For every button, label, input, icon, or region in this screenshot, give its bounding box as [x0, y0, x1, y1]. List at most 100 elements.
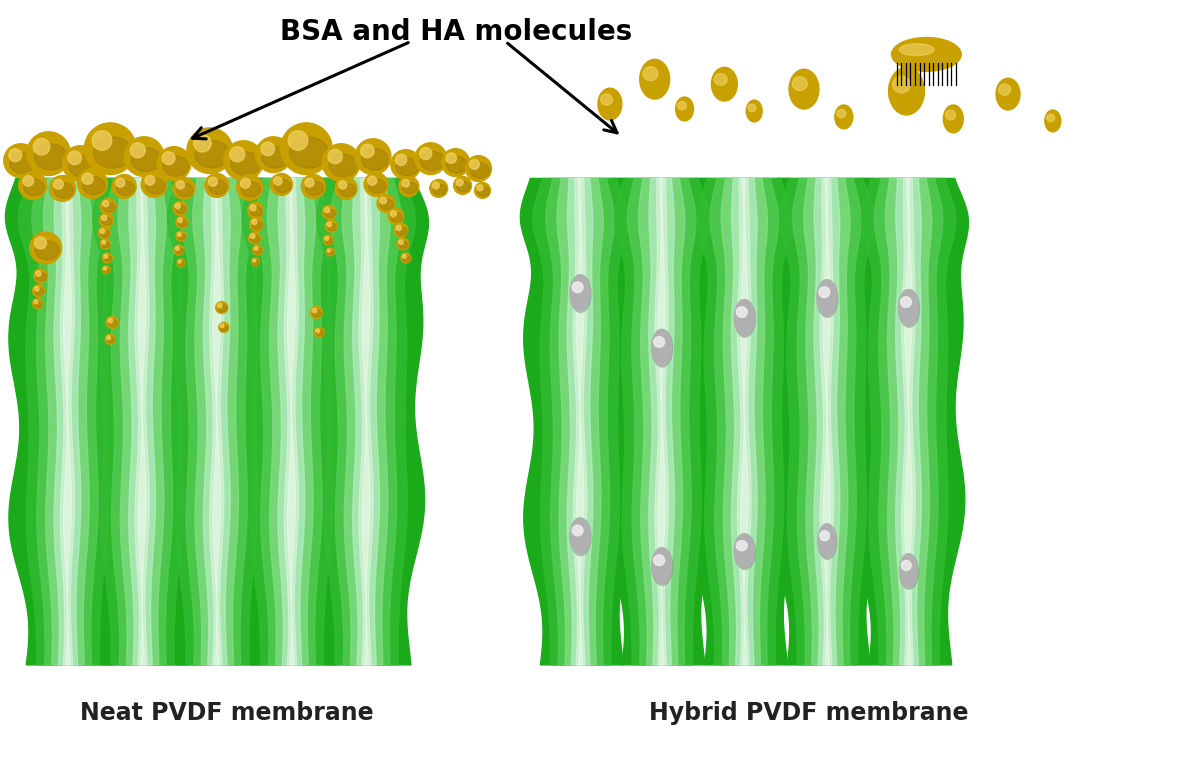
Ellipse shape — [35, 241, 59, 260]
Circle shape — [104, 267, 106, 270]
Circle shape — [105, 335, 116, 344]
Ellipse shape — [100, 230, 110, 238]
Ellipse shape — [397, 227, 406, 235]
Ellipse shape — [899, 290, 920, 327]
Ellipse shape — [102, 241, 110, 248]
Ellipse shape — [37, 273, 46, 281]
Ellipse shape — [289, 137, 328, 168]
Ellipse shape — [403, 256, 410, 262]
Ellipse shape — [457, 182, 470, 192]
Ellipse shape — [888, 67, 925, 115]
Polygon shape — [242, 179, 340, 665]
Polygon shape — [602, 179, 722, 665]
Circle shape — [208, 177, 217, 186]
Circle shape — [217, 304, 222, 308]
Polygon shape — [285, 179, 299, 665]
Polygon shape — [256, 179, 327, 665]
Ellipse shape — [68, 155, 96, 177]
Polygon shape — [905, 179, 912, 665]
Ellipse shape — [835, 105, 853, 129]
Polygon shape — [814, 179, 840, 665]
Circle shape — [33, 298, 43, 309]
Polygon shape — [576, 179, 583, 665]
Circle shape — [249, 217, 263, 231]
Circle shape — [288, 131, 308, 150]
Polygon shape — [648, 179, 674, 665]
Ellipse shape — [209, 180, 227, 195]
Circle shape — [53, 179, 64, 189]
Ellipse shape — [102, 217, 112, 226]
Ellipse shape — [433, 185, 446, 195]
Ellipse shape — [893, 76, 911, 93]
Ellipse shape — [9, 153, 35, 173]
Circle shape — [204, 173, 229, 198]
Polygon shape — [658, 179, 665, 665]
Circle shape — [415, 143, 446, 175]
Ellipse shape — [678, 101, 686, 110]
Polygon shape — [19, 179, 117, 665]
Ellipse shape — [572, 525, 583, 536]
Polygon shape — [210, 179, 224, 665]
Polygon shape — [740, 179, 748, 665]
Circle shape — [475, 182, 490, 198]
Circle shape — [477, 185, 483, 191]
Circle shape — [324, 235, 333, 245]
Ellipse shape — [642, 67, 658, 80]
Ellipse shape — [996, 78, 1020, 110]
Ellipse shape — [477, 187, 489, 196]
Ellipse shape — [403, 182, 417, 194]
Circle shape — [355, 139, 391, 175]
Circle shape — [63, 145, 98, 182]
Ellipse shape — [470, 163, 490, 178]
Ellipse shape — [570, 275, 590, 310]
Circle shape — [177, 232, 181, 236]
Circle shape — [99, 213, 113, 227]
Polygon shape — [546, 179, 614, 665]
Circle shape — [252, 220, 257, 225]
Circle shape — [78, 169, 107, 198]
Ellipse shape — [380, 199, 393, 210]
Ellipse shape — [253, 260, 259, 265]
Circle shape — [403, 254, 406, 258]
Polygon shape — [278, 179, 305, 665]
Polygon shape — [768, 179, 887, 665]
Polygon shape — [54, 179, 80, 665]
Circle shape — [261, 142, 274, 156]
Ellipse shape — [327, 223, 337, 231]
Circle shape — [360, 144, 374, 157]
Circle shape — [397, 238, 409, 250]
Ellipse shape — [652, 329, 673, 367]
Circle shape — [162, 151, 175, 164]
Polygon shape — [874, 179, 942, 665]
Circle shape — [387, 208, 404, 224]
Circle shape — [102, 215, 106, 220]
Polygon shape — [521, 179, 640, 665]
Circle shape — [402, 179, 410, 187]
Circle shape — [364, 173, 387, 196]
Polygon shape — [213, 179, 221, 665]
Polygon shape — [654, 179, 668, 665]
Ellipse shape — [817, 280, 837, 316]
Circle shape — [250, 204, 256, 210]
Circle shape — [456, 179, 463, 186]
Circle shape — [174, 245, 184, 255]
Ellipse shape — [944, 105, 964, 132]
Ellipse shape — [368, 179, 386, 193]
Ellipse shape — [789, 70, 818, 109]
Ellipse shape — [652, 329, 672, 365]
Ellipse shape — [178, 261, 184, 266]
Polygon shape — [203, 179, 230, 665]
Ellipse shape — [313, 310, 321, 317]
Polygon shape — [168, 179, 266, 665]
Polygon shape — [93, 179, 191, 665]
Circle shape — [141, 172, 167, 198]
Circle shape — [253, 245, 262, 255]
Circle shape — [176, 247, 180, 251]
Polygon shape — [614, 179, 709, 665]
Circle shape — [84, 123, 136, 175]
Polygon shape — [6, 179, 130, 665]
Polygon shape — [60, 179, 74, 665]
Polygon shape — [849, 179, 968, 665]
Polygon shape — [363, 179, 370, 665]
Circle shape — [175, 204, 181, 209]
